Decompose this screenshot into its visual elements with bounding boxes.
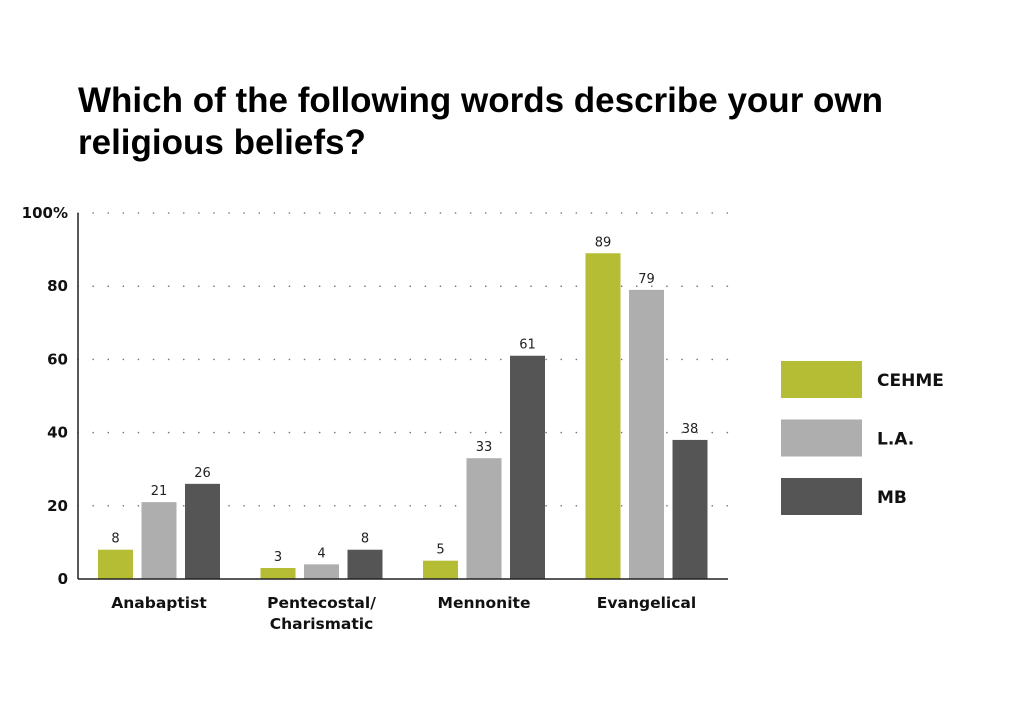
chart-title: Which of the following words describe yo… — [78, 81, 884, 162]
data-label: 38 — [682, 422, 699, 437]
y-tick-labels: 0 20 40 60 80 100% — [22, 204, 68, 588]
y-tick-label: 40 — [47, 424, 68, 442]
bar — [466, 458, 502, 579]
data-label: 4 — [317, 546, 325, 561]
bar — [185, 483, 220, 579]
bar — [585, 253, 621, 579]
x-tick-label: Evangelical — [597, 594, 696, 612]
data-label: 8 — [361, 532, 369, 547]
value-labels: 8 21 26 3 4 8 5 33 61 89 79 38 — [111, 235, 698, 565]
y-tick-label: 0 — [58, 570, 68, 588]
data-label: 21 — [151, 484, 168, 499]
data-label: 3 — [274, 550, 282, 565]
bar — [98, 549, 133, 579]
axes — [77, 213, 728, 580]
y-tick-label: 60 — [47, 350, 68, 368]
bar — [629, 289, 664, 579]
legend-label: MB — [877, 488, 907, 508]
bar — [260, 568, 296, 579]
legend-label: L.A. — [877, 430, 914, 450]
category-labels: Anabaptist Pentecostal/Charismatic Mennoni… — [111, 594, 696, 633]
bar — [672, 439, 708, 579]
data-label: 26 — [194, 466, 211, 481]
bar — [347, 549, 383, 579]
legend-swatch — [781, 419, 862, 457]
x-tick-label: Anabaptist — [111, 594, 207, 612]
x-tick-label: Pentecostal/Charismatic — [267, 594, 376, 633]
legend-swatch — [781, 478, 862, 515]
data-label: 33 — [476, 440, 493, 455]
x-tick-label: Mennonite — [438, 594, 531, 612]
bar — [423, 560, 458, 579]
data-label: 5 — [436, 543, 444, 558]
y-tick-label: 20 — [47, 497, 68, 515]
data-label: 61 — [519, 338, 536, 353]
data-label: 79 — [638, 272, 655, 287]
legend-label: CEHME — [877, 371, 944, 391]
legend: CEHME L.A. MB — [781, 361, 944, 515]
bar — [510, 355, 545, 579]
y-tick-label: 100% — [22, 204, 68, 222]
y-tick-label: 80 — [47, 277, 68, 295]
data-label: 8 — [111, 532, 119, 547]
bars — [98, 253, 708, 579]
legend-swatch — [781, 361, 862, 398]
bar — [141, 502, 177, 579]
data-label: 89 — [595, 235, 612, 250]
bar — [304, 564, 339, 579]
